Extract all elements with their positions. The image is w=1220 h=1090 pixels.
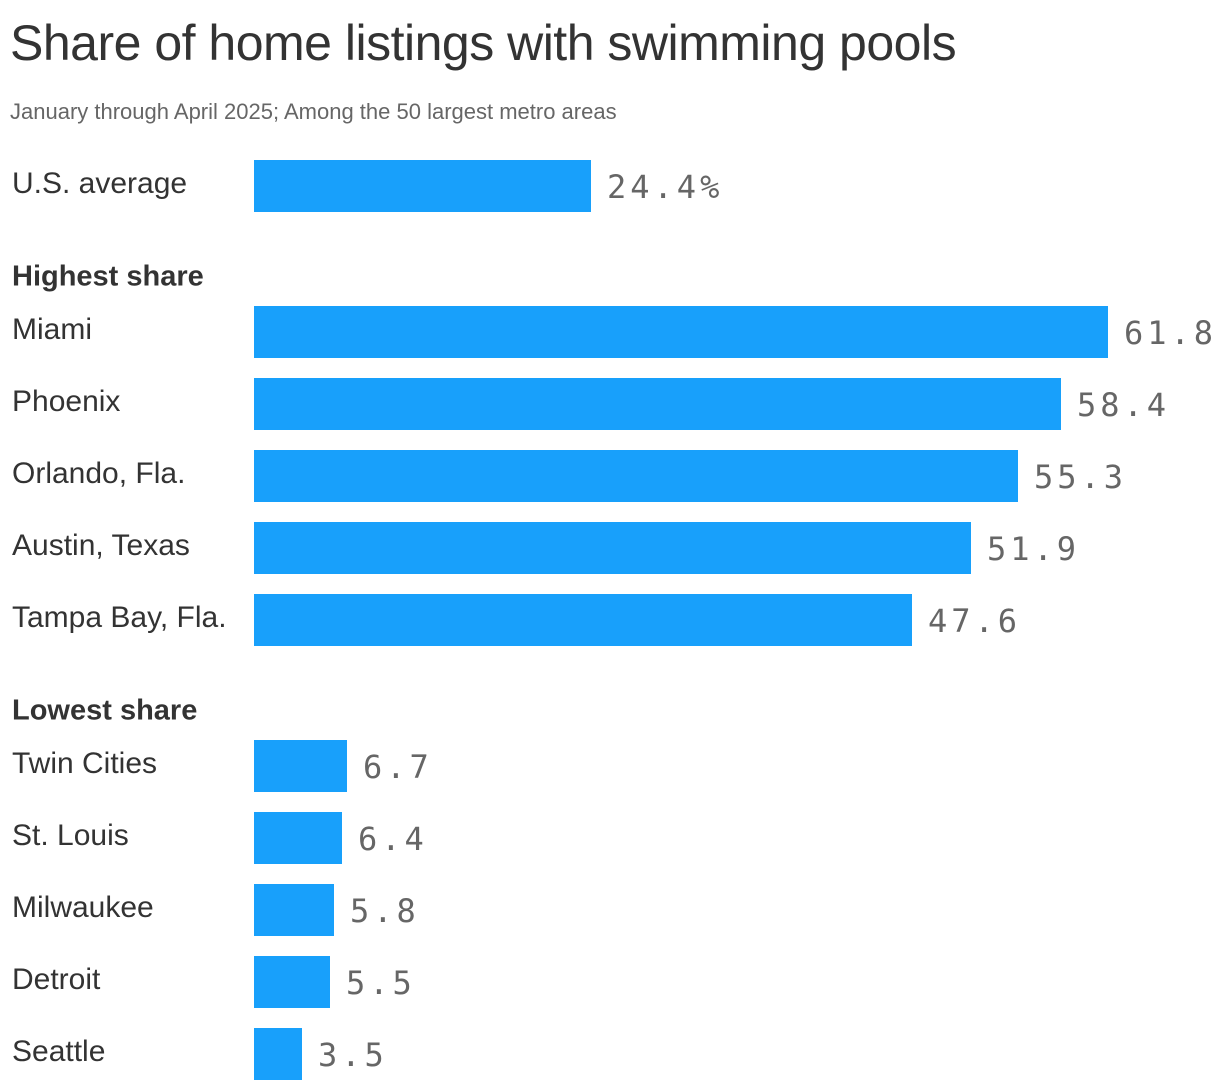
category-label-phoenix: Phoenix (12, 385, 121, 418)
value-label-twin-cities: 6.7 (363, 748, 433, 786)
category-label-tampa-bay-fla: Tampa Bay, Fla. (12, 601, 227, 634)
section-label-highest-share: Highest share (12, 260, 204, 293)
category-label-detroit: Detroit (12, 963, 101, 996)
bar-st-louis (254, 812, 342, 864)
category-label-twin-cities: Twin Cities (12, 747, 158, 780)
category-label-milwaukee: Milwaukee (12, 891, 154, 924)
bar-detroit (254, 956, 330, 1008)
section-label-lowest-share: Lowest share (12, 694, 198, 727)
bar-tampa-bay-fla (254, 594, 912, 646)
bar-orlando-fla (254, 450, 1018, 502)
value-label-tampa-bay-fla: 47.6 (928, 602, 1022, 640)
value-label-seattle: 3.5 (318, 1036, 388, 1074)
value-label-austin-texas: 51.9 (987, 530, 1081, 568)
category-label-seattle: Seattle (12, 1035, 106, 1068)
value-label-st-louis: 6.4 (358, 820, 428, 858)
value-label-orlando-fla: 55.3 (1034, 458, 1128, 496)
value-label-detroit: 5.5 (346, 964, 416, 1002)
bar-twin-cities (254, 740, 347, 792)
category-label-u-s-average: U.S. average (12, 167, 188, 200)
category-label-orlando-fla: Orlando, Fla. (12, 457, 186, 490)
value-label-miami: 61.8 (1124, 314, 1218, 352)
bar-phoenix (254, 378, 1061, 430)
chart-title: Share of home listings with swimming poo… (10, 15, 957, 71)
bar-milwaukee (254, 884, 334, 936)
value-label-milwaukee: 5.8 (350, 892, 420, 930)
bar-u-s-average (254, 160, 591, 212)
category-label-st-louis: St. Louis (12, 819, 129, 852)
bar-seattle (254, 1028, 302, 1080)
value-label-phoenix: 58.4 (1077, 386, 1171, 424)
category-label-austin-texas: Austin, Texas (12, 529, 190, 562)
value-label-u-s-average: 24.4% (607, 168, 724, 206)
bar-miami (254, 306, 1108, 358)
chart-subtitle: January through April 2025; Among the 50… (10, 99, 617, 124)
bar-austin-texas (254, 522, 971, 574)
category-label-miami: Miami (12, 313, 92, 346)
